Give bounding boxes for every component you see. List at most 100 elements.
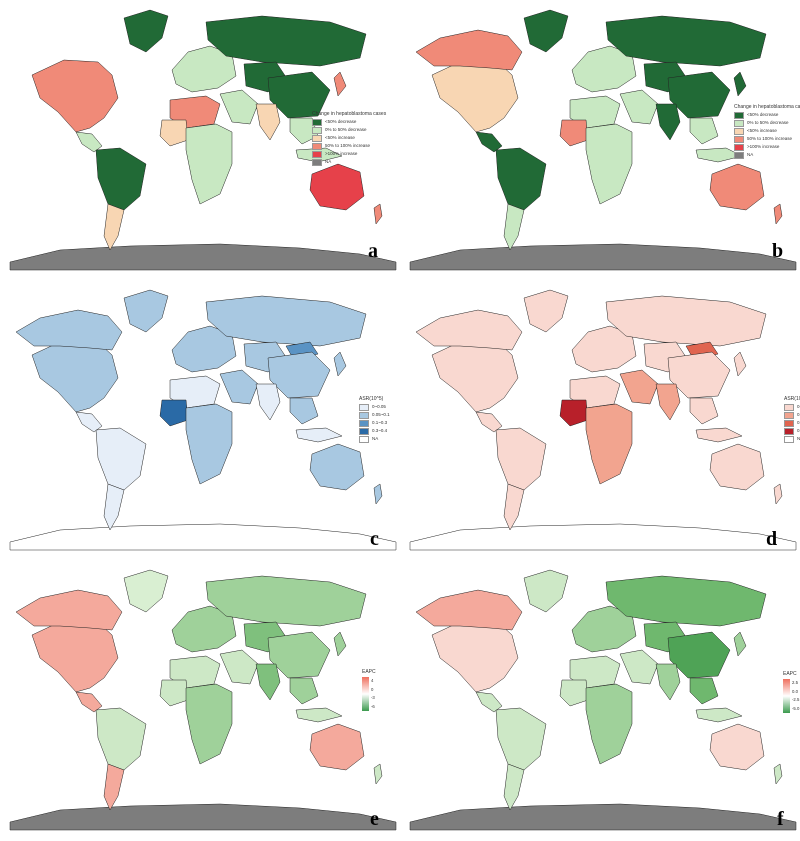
region-russia	[605, 575, 767, 627]
map-legend: Change in hepatoblastoma cases <50% decre…	[734, 105, 800, 161]
region-southern-cone	[503, 203, 525, 251]
legend-label: 0% to 50% decrease	[747, 120, 789, 126]
region-africa	[185, 683, 233, 765]
legend-item: 0~0.05	[359, 404, 390, 411]
region-russia	[205, 295, 367, 347]
region-indonesia	[695, 147, 743, 163]
region-north-america	[431, 619, 519, 693]
legend-item: <50% decrease	[734, 112, 800, 119]
map-legend: ASR(10^5) 0~0.05 0.05~0.1 0.1~0.3 0.3~0.4 NA	[359, 397, 390, 444]
region-southeast-asia	[289, 397, 319, 425]
region-russia	[205, 15, 367, 67]
region-southern-cone	[503, 763, 525, 811]
panel-label: f	[777, 808, 784, 830]
legend-swatch	[312, 127, 322, 134]
world-map	[409, 569, 797, 831]
legend-tick-label: -6	[371, 703, 375, 709]
region-north-america	[31, 59, 119, 133]
legend-swatch	[359, 412, 369, 419]
region-west-africa	[159, 679, 189, 707]
legend-colorbar	[783, 679, 790, 713]
region-greenland	[123, 289, 169, 333]
region-japan	[333, 71, 347, 97]
region-indonesia	[295, 427, 343, 443]
region-new-zealand	[373, 203, 383, 225]
legend-label: NA	[372, 436, 379, 442]
region-south-america	[95, 147, 147, 211]
region-greenland	[123, 9, 169, 53]
legend-swatch	[784, 428, 794, 435]
region-china	[267, 71, 331, 119]
legend-label: NA	[325, 159, 332, 165]
region-japan	[733, 631, 747, 657]
legend-swatch	[734, 144, 744, 151]
legend-label: 0~0.05	[372, 404, 386, 409]
legend-label: NA	[747, 152, 754, 158]
region-new-zealand	[373, 763, 383, 785]
legend-tick-label: 0.0	[792, 688, 798, 694]
region-canada	[415, 589, 523, 631]
region-australia	[709, 163, 765, 211]
legend-label: <50% increase	[747, 128, 777, 134]
legend-swatch	[359, 436, 369, 443]
region-antarctica	[9, 523, 397, 551]
region-south-america	[95, 427, 147, 491]
legend-item: 0.1~0.2	[784, 420, 800, 427]
legend-item: <50% increase	[734, 128, 800, 135]
panel-c: ASR(10^5) 0~0.05 0.05~0.1 0.1~0.3 0.3~0.4 NA …	[0, 280, 400, 560]
region-south-america	[495, 707, 547, 771]
legend-item: 50% to 100% increase	[312, 143, 386, 150]
region-middle-east	[219, 89, 259, 125]
legend-item: 0% to 50% decrease	[734, 120, 800, 127]
legend-swatch	[734, 112, 744, 119]
legend-label: 50% to 100% increase	[747, 136, 793, 142]
region-australia	[709, 723, 765, 771]
legend-swatch	[784, 420, 794, 427]
legend-label: >100% increase	[747, 144, 780, 150]
legend-tick-label: 4	[371, 677, 374, 683]
legend-swatch	[359, 404, 369, 411]
legend-swatch	[784, 436, 794, 443]
region-southeast-asia	[689, 397, 719, 425]
legend-label: 50% to 100% increase	[325, 143, 371, 149]
legend-label: <50% decrease	[325, 119, 357, 124]
legend-swatch	[359, 420, 369, 427]
region-indonesia	[695, 427, 743, 443]
legend-swatch	[734, 136, 744, 143]
legend-label: >100% increase	[325, 151, 358, 157]
region-japan	[733, 71, 747, 97]
legend-item: 0.05~0.1	[784, 412, 800, 419]
legend-title: ASR(10^5)	[784, 396, 800, 402]
region-southern-cone	[103, 763, 125, 811]
legend-item: 0% to 50% decrease	[312, 127, 386, 134]
panel-label: d	[766, 528, 778, 550]
map-legend: EAPC 2.5 0.0 -2.5 -5.0	[783, 672, 800, 713]
region-southern-cone	[503, 483, 525, 531]
legend-item: 0.2~0.3	[784, 428, 800, 435]
region-japan	[333, 351, 347, 377]
region-india	[255, 103, 281, 141]
legend-item: <50% decrease	[312, 119, 386, 126]
region-russia	[605, 15, 767, 67]
panel-f: EAPC 2.5 0.0 -2.5 -5.0 f	[400, 560, 800, 840]
legend-swatch	[734, 152, 744, 159]
region-southeast-asia	[689, 117, 719, 145]
panel-b: Change in hepatoblastoma cases <50% decre…	[400, 0, 800, 280]
region-greenland	[523, 569, 569, 613]
region-greenland	[123, 569, 169, 613]
region-middle-east	[619, 89, 659, 125]
region-central-america	[475, 131, 503, 153]
legend-item: 50% to 100% increase	[734, 136, 800, 143]
legend-item: NA	[784, 436, 800, 443]
region-europe	[571, 325, 637, 373]
legend-tick-label: -5.0	[792, 705, 800, 711]
region-west-africa	[559, 119, 589, 147]
region-new-zealand	[773, 203, 783, 225]
legend-tick-label: 2.5	[792, 679, 798, 685]
region-west-africa	[159, 399, 189, 427]
region-africa	[585, 123, 633, 205]
legend-swatch	[734, 120, 744, 127]
legend-label: <50% increase	[325, 135, 355, 141]
legend-swatch	[734, 128, 744, 135]
legend-item: 0~0.05	[784, 404, 800, 411]
